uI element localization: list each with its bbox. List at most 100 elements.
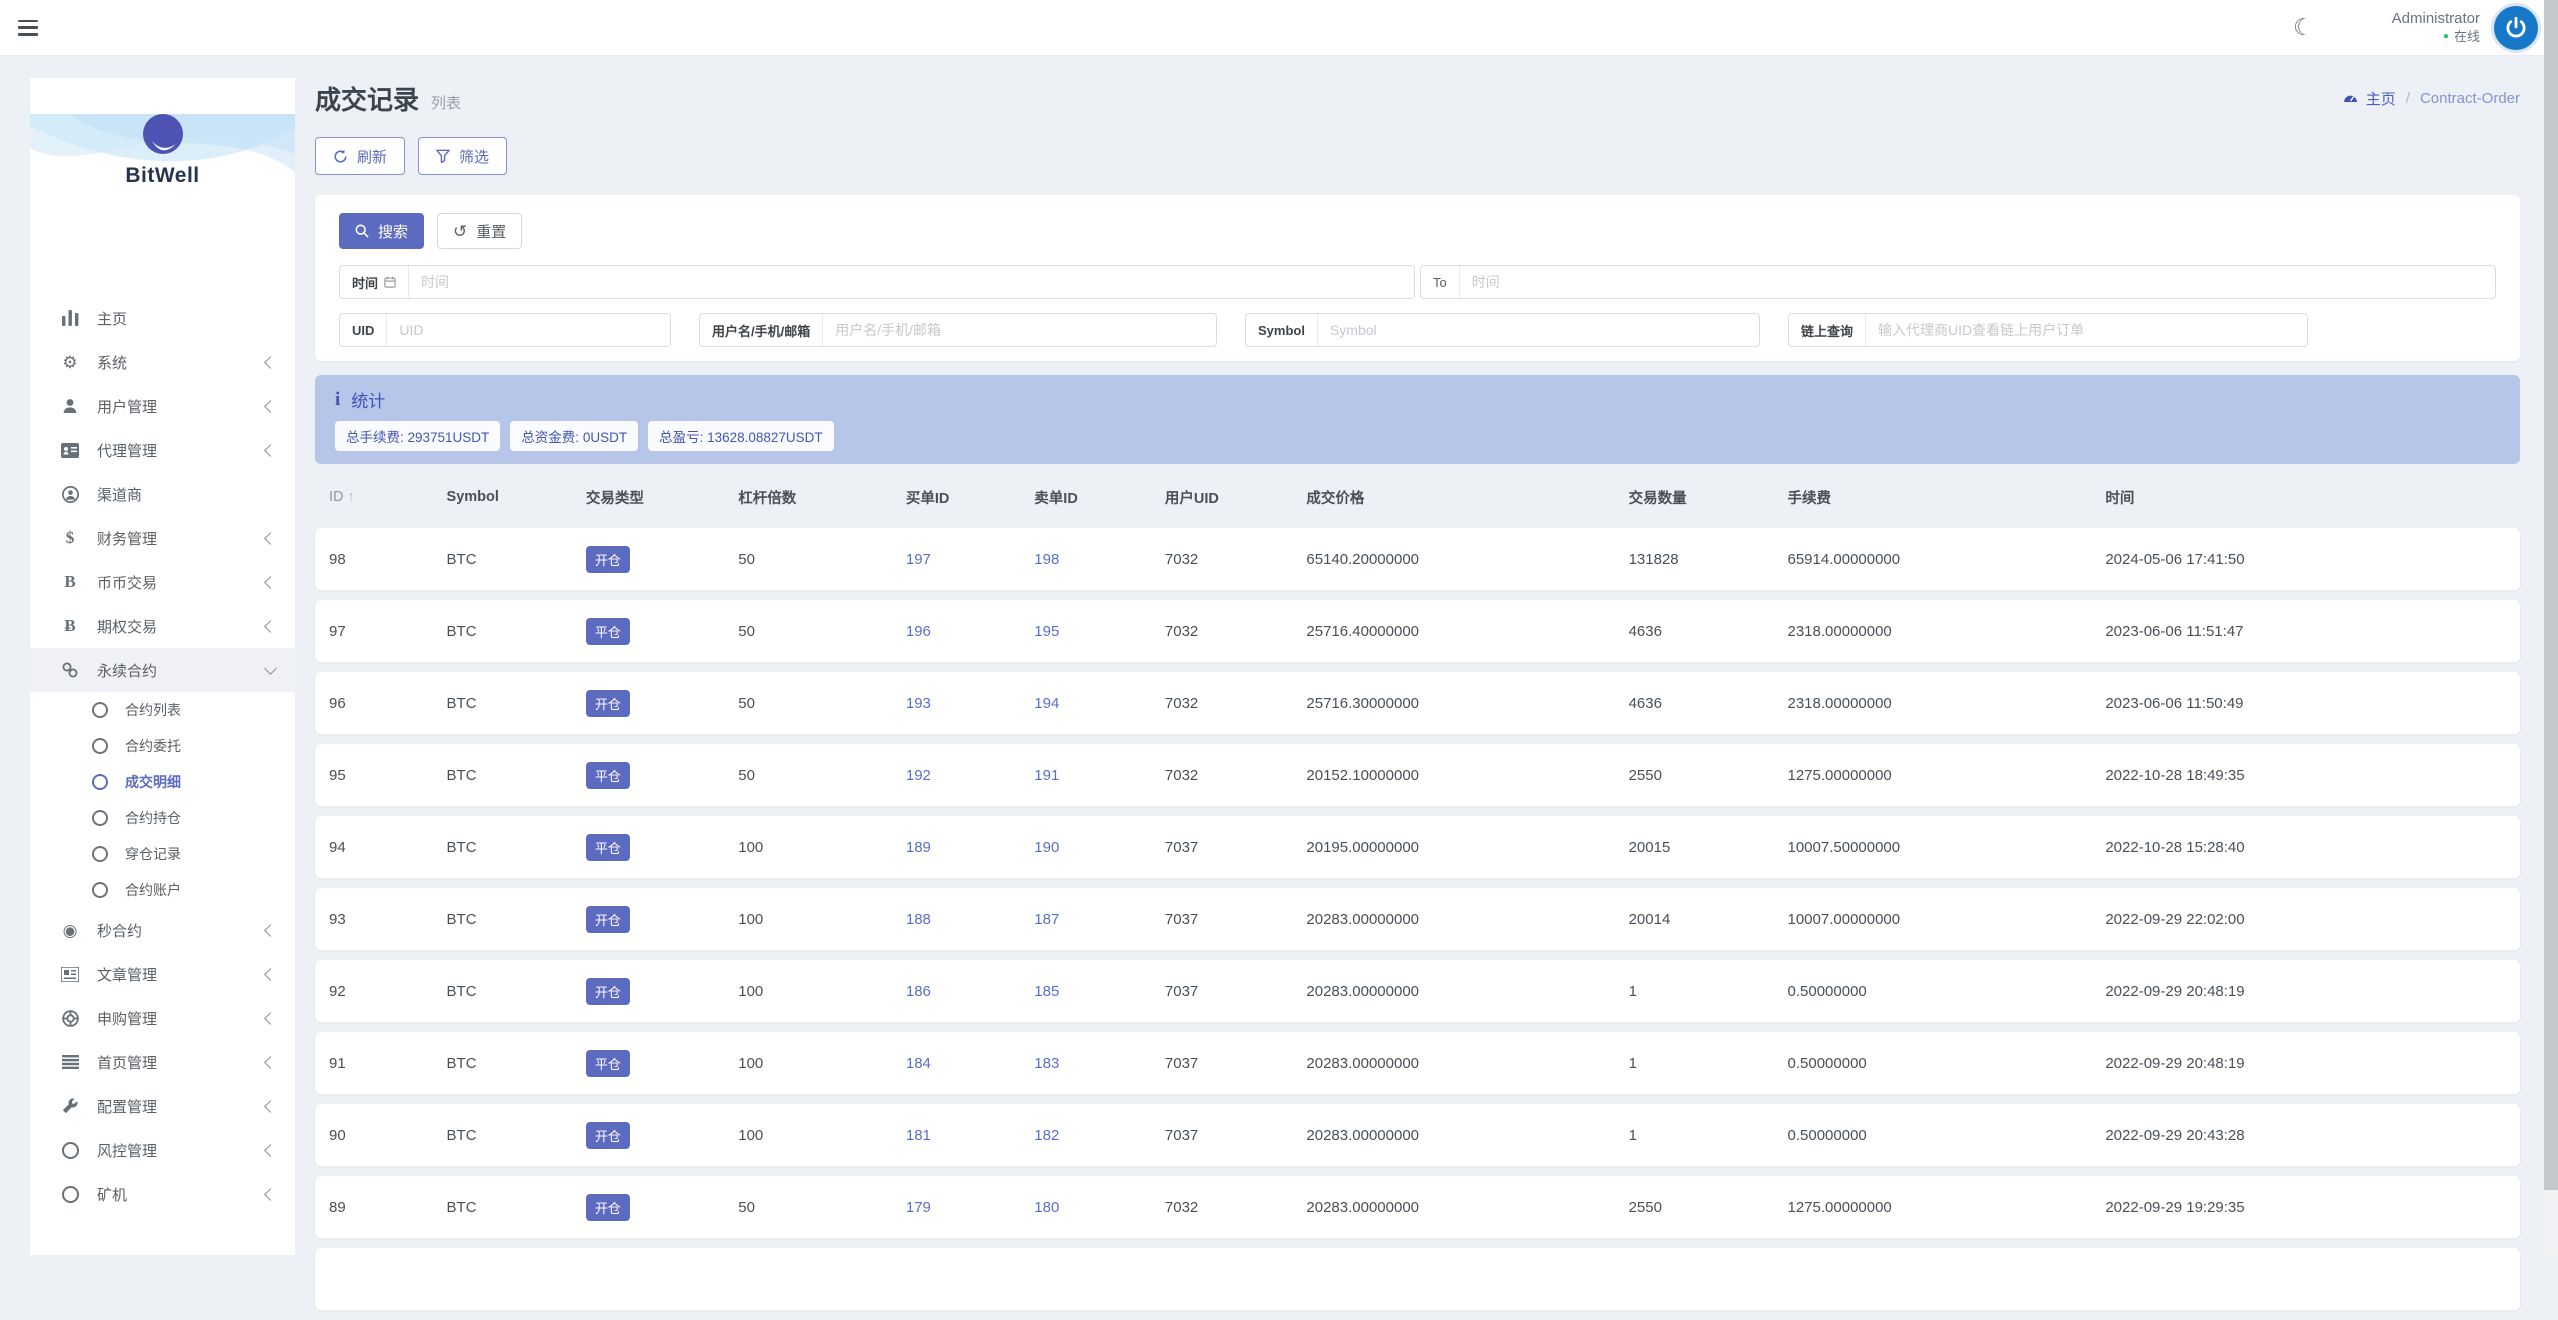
cell-id: 97 (329, 622, 346, 640)
cell-id: 93 (329, 910, 346, 928)
time-to-input[interactable] (1459, 274, 2495, 290)
cell-trade-type: 开仓 (585, 545, 738, 573)
cell-fee: 1275.00000000 (1787, 1198, 1892, 1216)
chevron-left-icon (264, 443, 277, 457)
cell-sell-id: 190 (1034, 839, 1165, 856)
buy-order-link[interactable]: 188 (905, 910, 931, 928)
sidebar-subitem-liquidation-records[interactable]: 穿仓记录 (30, 836, 295, 872)
breadcrumb-home-link[interactable]: 主页 (2342, 88, 2396, 109)
buy-order-link[interactable]: 184 (905, 1054, 931, 1072)
cell-time: 2022-09-29 22:02:00 (2105, 910, 2245, 928)
trade-type-badge: 开仓 (585, 1193, 630, 1221)
sidebar-subitem-contract-accounts[interactable]: 合约账户 (30, 872, 295, 908)
sidebar-subitem-contract-list[interactable]: 合约列表 (30, 692, 295, 728)
sidebar-brand: BitWell (30, 114, 295, 272)
cell-sell-id: 182 (1034, 1127, 1165, 1144)
sidebar-item-channel[interactable]: 渠道商 (30, 472, 295, 516)
hamburger-menu-icon[interactable] (18, 19, 38, 36)
cell-price: 20283.00000000 (1306, 1126, 1420, 1144)
sidebar-subitem-contract-orders[interactable]: 合约委托 (30, 728, 295, 764)
sidebar-item-seconds-contract[interactable]: ◉ 秒合约 (30, 908, 295, 952)
buy-order-link[interactable]: 196 (905, 622, 931, 640)
cell-symbol: BTC (446, 1054, 477, 1072)
user-menu[interactable]: Administrator ● 在线 (2392, 9, 2480, 45)
sidebar-item-article-management[interactable]: 文章管理 (30, 952, 295, 996)
onchain-query-group: 链上查询 (1788, 313, 2308, 347)
sell-order-link[interactable]: 183 (1034, 1054, 1060, 1072)
sidebar-item-home[interactable]: 主页 (30, 296, 295, 340)
sidebar-item-agent-management[interactable]: 代理管理 (30, 428, 295, 472)
cell-amount: 1 (1628, 1054, 1637, 1072)
sell-order-link[interactable]: 182 (1034, 1126, 1060, 1144)
username-input[interactable] (823, 322, 1216, 338)
search-button[interactable]: 搜索 (339, 213, 425, 249)
cell-sell-id: 187 (1034, 911, 1165, 928)
cell-time: 2022-10-28 15:28:40 (2105, 838, 2245, 856)
sidebar-item-miner[interactable]: 矿机 (30, 1172, 295, 1216)
cell-trade-type: 开仓 (585, 905, 738, 933)
sidebar-item-config-management[interactable]: 配置管理 (30, 1084, 295, 1128)
buy-order-link[interactable]: 189 (905, 838, 931, 856)
buy-order-link[interactable]: 186 (905, 982, 931, 1000)
cell-leverage: 100 (738, 982, 764, 1000)
sidebar-item-options-trading[interactable]: Ƀ 期权交易 (30, 604, 295, 648)
chevron-left-icon (264, 575, 277, 589)
sell-order-link[interactable]: 180 (1034, 1198, 1060, 1216)
statistics-panel: i 统计 总手续费: 293751USDT 总资金费: 0USDT 总盈亏: 136… (315, 375, 2520, 464)
sidebar-item-finance[interactable]: $ 财务管理 (30, 516, 295, 560)
cell-symbol: BTC (446, 550, 477, 568)
sidebar-item-risk-management[interactable]: 风控管理 (30, 1128, 295, 1172)
buy-order-link[interactable]: 192 (905, 766, 931, 784)
buy-order-link[interactable]: 197 (905, 550, 931, 568)
sell-order-link[interactable]: 195 (1034, 622, 1060, 640)
sidebar-item-subscription-management[interactable]: 申购管理 (30, 996, 295, 1040)
sidebar-subitem-trade-detail[interactable]: 成交明细 (30, 764, 295, 800)
sell-order-link[interactable]: 187 (1034, 910, 1060, 928)
trade-type-badge: 开仓 (585, 545, 630, 573)
table-body: 98 BTC 开仓 50 197 198 7032 65140.20000000… (315, 528, 2520, 1238)
cell-amount: 2550 (1628, 766, 1662, 784)
sell-order-link[interactable]: 194 (1034, 694, 1060, 712)
time-from-input[interactable] (409, 274, 1414, 290)
cell-fee: 0.50000000 (1787, 1054, 1867, 1072)
header-price: 成交价格 (1306, 490, 1365, 507)
cell-leverage: 100 (738, 838, 764, 856)
cell-id: 96 (329, 694, 346, 712)
sidebar-item-perpetual-contract[interactable]: 永续合约 (30, 648, 295, 692)
dark-mode-moon-icon[interactable]: ☾ (2293, 14, 2314, 40)
cell-fee: 10007.50000000 (1787, 838, 1901, 856)
filter-button[interactable]: 筛选 (418, 137, 508, 175)
cell-buy-id: 188 (906, 911, 1034, 928)
refresh-icon (334, 149, 347, 163)
avatar[interactable] (2494, 5, 2538, 50)
cell-id: 91 (329, 1054, 346, 1072)
buy-order-link[interactable]: 179 (905, 1198, 931, 1216)
scrollbar-thumb[interactable] (2544, 0, 2558, 1190)
reset-button[interactable]: ↺ 重置 (437, 213, 523, 249)
cell-id: 89 (329, 1198, 346, 1216)
sell-order-link[interactable]: 190 (1034, 838, 1060, 856)
refresh-button[interactable]: 刷新 (315, 137, 406, 175)
buy-order-link[interactable]: 181 (905, 1126, 931, 1144)
onchain-query-input[interactable] (1866, 322, 2307, 338)
cell-user-uid: 7037 (1164, 982, 1199, 1000)
symbol-input[interactable] (1317, 322, 1759, 338)
cell-fee: 2318.00000000 (1787, 622, 1892, 640)
time-to-label: To (1421, 266, 1460, 298)
sidebar-item-homepage-management[interactable]: 首页管理 (30, 1040, 295, 1084)
sell-order-link[interactable]: 185 (1034, 982, 1060, 1000)
chevron-left-icon (264, 1099, 277, 1113)
sidebar-subitem-contract-positions[interactable]: 合约持仓 (30, 800, 295, 836)
sell-order-link[interactable]: 191 (1034, 766, 1060, 784)
sidebar-item-spot-trading[interactable]: B 币币交易 (30, 560, 295, 604)
funnel-icon (436, 149, 450, 163)
sort-ascending-icon: ↑ (347, 489, 355, 505)
sidebar-item-system[interactable]: ⚙ 系统 (30, 340, 295, 384)
sidebar-item-user-management[interactable]: 用户管理 (30, 384, 295, 428)
sell-order-link[interactable]: 198 (1034, 550, 1060, 568)
buy-order-link[interactable]: 193 (905, 694, 931, 712)
cell-trade-type: 开仓 (585, 1193, 738, 1221)
chevron-left-icon (264, 1143, 277, 1157)
uid-input[interactable] (387, 322, 670, 338)
header-id[interactable]: ID ↑ (329, 489, 355, 505)
